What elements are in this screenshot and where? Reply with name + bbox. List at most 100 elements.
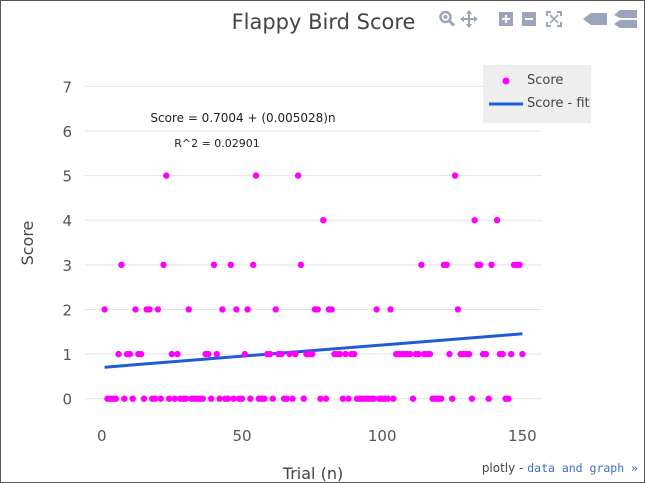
y-axis-title: Score xyxy=(18,221,37,266)
score-point xyxy=(269,395,276,402)
score-point xyxy=(488,261,495,268)
score-point xyxy=(308,350,316,358)
score-point xyxy=(390,395,397,402)
score-point xyxy=(493,217,501,224)
score-point xyxy=(252,172,260,179)
score-point xyxy=(219,306,226,313)
score-point xyxy=(146,306,153,313)
score-point xyxy=(250,261,257,268)
y-tick-label: 0 xyxy=(62,391,72,409)
equation-annotation: Score = 0.7004 + (0.005028)n xyxy=(150,111,335,125)
score-point xyxy=(261,395,268,402)
score-point xyxy=(499,350,506,358)
y-tick-label: 4 xyxy=(62,212,72,230)
score-point xyxy=(266,350,274,358)
score-point xyxy=(454,306,462,313)
score-point xyxy=(171,395,178,402)
score-point xyxy=(283,395,291,402)
score-point xyxy=(292,350,299,358)
score-point xyxy=(505,395,512,402)
score-point xyxy=(224,395,232,402)
credit-prefix: plotly - xyxy=(481,461,528,475)
legend: Score Score - fit xyxy=(483,65,591,123)
show-closest-icon[interactable] xyxy=(582,9,608,29)
legend-item-score[interactable]: Score xyxy=(483,70,591,92)
compare-hover-icon[interactable] xyxy=(614,9,638,29)
legend-marker-icon xyxy=(502,77,510,85)
zoom-in-icon[interactable] xyxy=(497,9,515,29)
score-point xyxy=(247,395,254,402)
score-point xyxy=(351,350,358,358)
y-tick-label: 6 xyxy=(62,123,72,141)
y-tick-label: 3 xyxy=(62,257,72,275)
score-point xyxy=(449,395,456,402)
score-point xyxy=(216,395,223,402)
zoom-out-icon[interactable] xyxy=(520,9,538,29)
score-point xyxy=(516,261,523,268)
score-point xyxy=(451,172,459,179)
y-tick-label: 2 xyxy=(62,301,72,319)
score-point xyxy=(409,395,417,402)
score-point xyxy=(101,306,108,313)
score-point xyxy=(465,350,473,358)
score-point xyxy=(140,395,148,402)
pan-icon[interactable] xyxy=(460,9,478,29)
score-point xyxy=(213,350,220,358)
score-point xyxy=(443,261,450,268)
score-point xyxy=(373,306,380,313)
score-point xyxy=(115,350,122,358)
y-tick-label: 1 xyxy=(62,346,72,364)
autoscale-icon[interactable] xyxy=(545,9,563,29)
credit: plotly - data and graph » xyxy=(482,461,638,475)
x-tick-label: 150 xyxy=(508,427,537,445)
score-point xyxy=(118,261,125,268)
score-point xyxy=(163,172,170,179)
fit-line xyxy=(104,332,523,369)
score-point xyxy=(345,395,352,402)
score-point xyxy=(210,261,218,268)
score-point xyxy=(165,395,173,402)
x-tick-label: 0 xyxy=(97,427,107,445)
score-point xyxy=(168,350,176,358)
score-point xyxy=(387,306,394,313)
score-point xyxy=(151,395,159,402)
score-point xyxy=(322,395,330,402)
x-axis-title: Trial (n) xyxy=(282,464,343,482)
chart-title: Flappy Bird Score xyxy=(231,10,416,34)
score-point xyxy=(426,350,434,358)
score-point xyxy=(233,306,240,313)
score-point xyxy=(468,395,476,402)
legend-line-icon xyxy=(489,102,523,106)
score-point xyxy=(508,350,515,358)
score-point xyxy=(297,261,305,268)
data-and-graph-link[interactable]: data and graph » xyxy=(527,461,638,475)
score-point xyxy=(519,350,526,358)
score-point xyxy=(238,395,246,402)
score-point xyxy=(174,350,181,358)
score-point xyxy=(199,395,206,402)
score-point xyxy=(126,350,134,358)
score-point xyxy=(437,395,445,402)
score-point xyxy=(137,350,145,358)
score-point xyxy=(317,395,324,402)
score-point xyxy=(342,350,349,358)
score-point xyxy=(289,395,296,402)
score-point xyxy=(129,395,136,402)
zoom-icon[interactable] xyxy=(438,9,456,29)
score-point xyxy=(230,395,237,402)
score-point xyxy=(157,395,164,402)
score-point xyxy=(182,395,190,402)
score-point xyxy=(314,306,321,313)
legend-item-fit[interactable]: Score - fit xyxy=(483,93,591,115)
score-point xyxy=(185,306,192,313)
score-point xyxy=(485,395,492,402)
score-point xyxy=(272,306,279,313)
score-point xyxy=(241,350,248,358)
y-tick-label: 5 xyxy=(62,168,72,186)
score-point xyxy=(154,306,162,313)
score-point xyxy=(482,350,490,358)
score-point xyxy=(418,261,425,268)
score-point xyxy=(278,350,285,358)
score-point xyxy=(328,306,335,313)
